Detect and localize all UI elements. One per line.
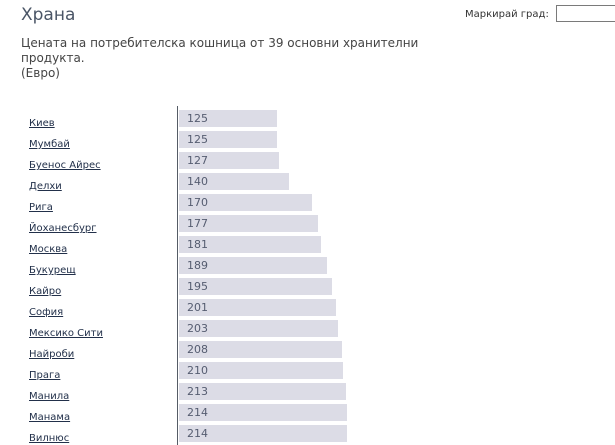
- city-link[interactable]: Киев: [29, 118, 55, 129]
- bar-value-label: 170: [187, 196, 208, 209]
- city-link[interactable]: Рига: [29, 202, 53, 213]
- bar-value-label: 201: [187, 301, 208, 314]
- city-link[interactable]: Делхи: [29, 181, 62, 192]
- bar-value-label: 140: [187, 175, 208, 188]
- city-link[interactable]: Манама: [29, 412, 71, 423]
- city-link[interactable]: Буенос Айрес: [29, 160, 101, 171]
- bar: [179, 425, 347, 442]
- bar: [179, 404, 347, 421]
- chart-axis-line: [177, 106, 178, 445]
- bar: [179, 152, 279, 169]
- bar-value-label: 210: [187, 364, 208, 377]
- bar-value-label: 208: [187, 343, 208, 356]
- bar-value-label: 181: [187, 238, 208, 251]
- city-link[interactable]: Йоханесбург: [29, 223, 97, 234]
- city-link[interactable]: Мумбай: [29, 139, 70, 150]
- bar: [179, 194, 312, 211]
- bar-value-label: 189: [187, 259, 208, 272]
- bar: [179, 110, 277, 127]
- city-link[interactable]: Мексико Сити: [29, 328, 103, 339]
- subtitle-unit: (Евро): [21, 66, 60, 80]
- bar-value-label: 127: [187, 154, 208, 167]
- highlight-city-label: Маркирай град:: [465, 9, 549, 20]
- bar-value-label: 214: [187, 427, 208, 440]
- city-link[interactable]: София: [29, 307, 64, 318]
- bar: [179, 383, 346, 400]
- bar: [179, 299, 336, 316]
- bar-value-label: 177: [187, 217, 208, 230]
- bar: [179, 215, 318, 232]
- bar: [179, 362, 343, 379]
- city-link[interactable]: Москва: [29, 244, 68, 255]
- city-link[interactable]: Букурещ: [29, 265, 76, 276]
- highlight-city-input[interactable]: [556, 5, 615, 22]
- subtitle-line-2: продукта.: [21, 51, 85, 65]
- city-link[interactable]: Кайро: [29, 286, 62, 297]
- page-title: Храна: [21, 5, 76, 25]
- city-link[interactable]: Манила: [29, 391, 70, 402]
- bar-value-label: 195: [187, 280, 208, 293]
- chart-subtitle: Цената на потребителска кошница от 39 ос…: [21, 36, 461, 81]
- city-link[interactable]: Прага: [29, 370, 61, 381]
- bar-value-label: 214: [187, 406, 208, 419]
- bar: [179, 173, 289, 190]
- bar: [179, 278, 332, 295]
- bar: [179, 320, 338, 337]
- bar-value-label: 213: [187, 385, 208, 398]
- bar: [179, 236, 321, 253]
- bar: [179, 257, 327, 274]
- bar-value-label: 203: [187, 322, 208, 335]
- city-link[interactable]: Найроби: [29, 349, 75, 360]
- subtitle-line-1: Цената на потребителска кошница от 39 ос…: [21, 36, 419, 50]
- bar: [179, 131, 277, 148]
- bar-value-label: 125: [187, 112, 208, 125]
- bar: [179, 341, 342, 358]
- city-link[interactable]: Вилнюс: [29, 433, 70, 444]
- bar-value-label: 125: [187, 133, 208, 146]
